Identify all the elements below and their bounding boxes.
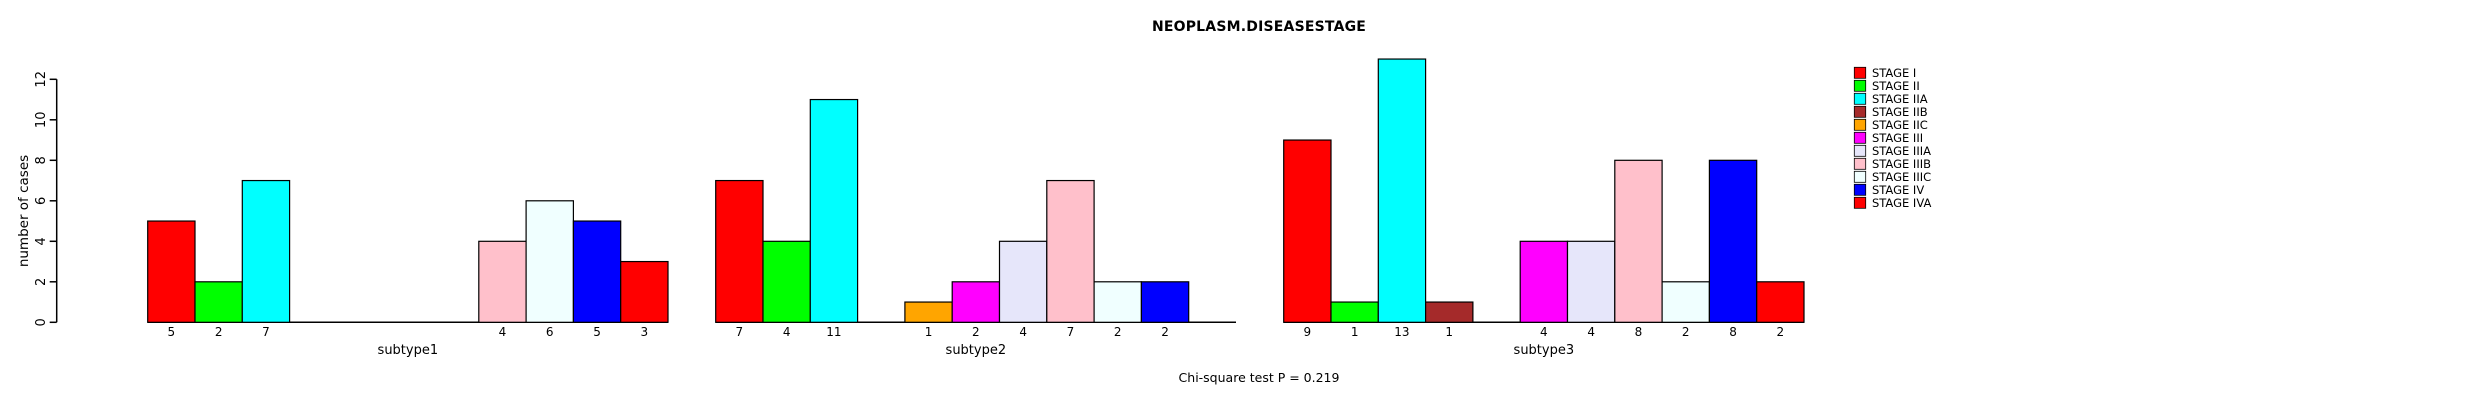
legend-swatch-stage-iic — [1853, 118, 1867, 131]
bar-subtype1-stage-iv — [572, 220, 622, 323]
y-axis-tick-label: 2 — [34, 278, 49, 286]
group-label-subtype1: subtype1 — [378, 343, 439, 358]
bar-subtype1-stage-iiic — [525, 200, 574, 323]
bar-subtype2-stage-i — [715, 179, 764, 323]
bar-value-label: 7 — [262, 325, 270, 339]
bar-value-label: 4 — [783, 325, 791, 339]
bar-value-label: 2 — [972, 325, 980, 339]
legend-swatch-stage-iv — [1853, 183, 1867, 196]
bar-value-label: 8 — [1635, 325, 1643, 339]
legend-swatch-stage-iva — [1853, 196, 1867, 209]
bar-value-label: 2 — [1777, 325, 1785, 339]
legend-label-stage-iiia: STAGE IIIA — [1872, 144, 1931, 158]
legend-label-stage-iva: STAGE IVA — [1872, 196, 1931, 210]
bar-subtype2-stage-iic — [904, 301, 953, 323]
bar-subtype3-stage-iiia — [1566, 240, 1616, 323]
legend-label-stage-iic: STAGE IIC — [1872, 118, 1928, 132]
bar-value-label: 2 — [215, 325, 223, 339]
bar-value-label: 7 — [1067, 325, 1075, 339]
legend-label-stage-iiib: STAGE IIIB — [1872, 157, 1931, 171]
legend-swatch-stage-iia — [1853, 92, 1867, 105]
y-axis-tick-label: 8 — [34, 156, 49, 164]
bar-subtype1-stage-iia — [241, 179, 291, 323]
bar-value-label: 4 — [1540, 325, 1548, 339]
bar-value-label: 4 — [1019, 325, 1027, 339]
y-axis-tick-label: 0 — [34, 318, 49, 326]
bar-subtype1-stage-iva — [620, 260, 669, 323]
group-label-subtype2: subtype2 — [946, 343, 1007, 358]
group-label-subtype3: subtype3 — [1514, 343, 1575, 358]
bar-value-label: 13 — [1394, 325, 1409, 339]
y-axis-tick-label: 12 — [34, 71, 49, 88]
legend-swatch-stage-i — [1853, 66, 1867, 79]
bar-value-label: 9 — [1304, 325, 1312, 339]
bar-value-label: 1 — [1445, 325, 1453, 339]
legend-label-stage-iii: STAGE III — [1872, 131, 1923, 145]
bar-value-label: 1 — [1351, 325, 1359, 339]
bar-subtype3-stage-iva — [1756, 281, 1805, 323]
bar-value-label: 2 — [1114, 325, 1122, 339]
legend-label-stage-iia: STAGE IIA — [1872, 92, 1928, 106]
bar-subtype3-stage-iv — [1708, 159, 1758, 323]
bar-subtype3-stage-i — [1283, 139, 1332, 323]
legend-label-stage-iv: STAGE IV — [1872, 183, 1924, 197]
bar-value-label: 6 — [546, 325, 554, 339]
bar-value-label: 3 — [641, 325, 649, 339]
legend-swatch-stage-iii — [1853, 131, 1867, 144]
bar-value-label: 4 — [499, 325, 507, 339]
bar-value-label: 7 — [736, 325, 744, 339]
legend-label-stage-ii: STAGE II — [1872, 79, 1920, 93]
legend-label-stage-iiic: STAGE IIIC — [1872, 170, 1931, 184]
bar-subtype2-stage-iv — [1140, 281, 1190, 323]
y-axis-tick-label: 4 — [34, 237, 49, 245]
y-axis-tick-label: 10 — [34, 112, 49, 129]
bar-subtype2-stage-iiic — [1093, 281, 1142, 323]
bar-subtype2-stage-iii — [951, 281, 1001, 323]
bar-value-label: 2 — [1682, 325, 1690, 339]
bar-value-label: 4 — [1587, 325, 1595, 339]
bar-subtype1-stage-i — [147, 220, 196, 323]
bar-value-label: 1 — [925, 325, 933, 339]
bar-value-label: 8 — [1729, 325, 1737, 339]
legend-swatch-stage-iiic — [1853, 170, 1867, 183]
bar-subtype3-stage-iiib — [1614, 159, 1663, 323]
bar-subtype2-stage-iiib — [1046, 179, 1095, 323]
legend-swatch-stage-iib — [1853, 105, 1867, 118]
bar-subtype1-stage-iiib — [478, 240, 527, 323]
chi-square-annotation: Chi-square test P = 0.219 — [1178, 370, 1340, 385]
bar-subtype2-stage-ii — [762, 240, 811, 323]
bar-value-label: 11 — [826, 325, 841, 339]
legend-swatch-stage-ii — [1853, 79, 1867, 92]
legend-label-stage-i: STAGE I — [1872, 66, 1916, 80]
legend-swatch-stage-iiia — [1853, 144, 1867, 157]
bar-subtype2-stage-iiia — [998, 240, 1048, 323]
bar-value-label: 5 — [168, 325, 176, 339]
y-axis-tick-label: 6 — [34, 197, 49, 205]
legend-swatch-stage-iiib — [1853, 157, 1867, 170]
bar-subtype3-stage-iib — [1424, 301, 1474, 323]
bar-value-label: 2 — [1161, 325, 1169, 339]
bar-subtype3-stage-iia — [1377, 58, 1427, 323]
bar-subtype3-stage-ii — [1330, 301, 1379, 323]
bar-subtype1-stage-ii — [194, 281, 243, 323]
bar-subtype3-stage-iiic — [1661, 281, 1710, 323]
bar-value-label: 5 — [593, 325, 601, 339]
bar-subtype3-stage-iii — [1519, 240, 1569, 323]
y-axis-title: number of cases — [16, 154, 32, 268]
legend-label-stage-iib: STAGE IIB — [1872, 105, 1928, 119]
bar-subtype2-stage-iia — [809, 98, 859, 323]
chart-title: NEOPLASM.DISEASESTAGE — [1151, 19, 1367, 35]
